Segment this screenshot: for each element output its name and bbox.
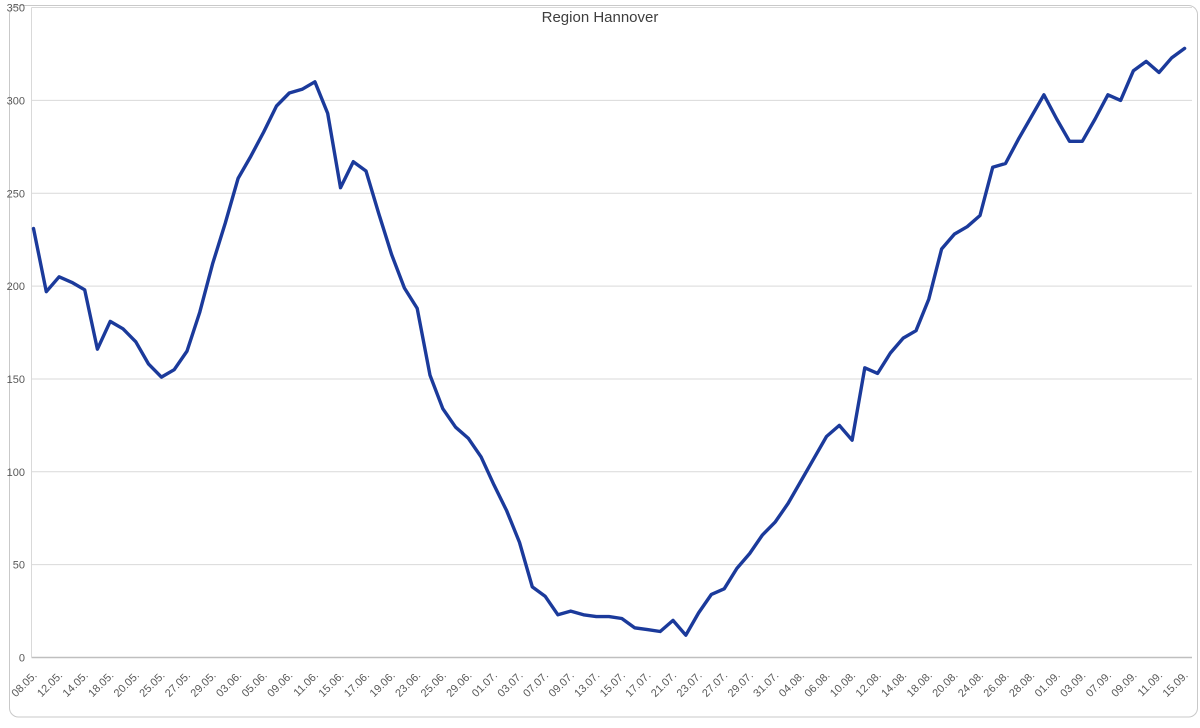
x-axis-tick-label: 12.08. — [854, 670, 884, 700]
x-axis-tick-label: 09.06. — [265, 670, 295, 700]
x-axis-tick-label: 29.07. — [726, 670, 756, 700]
x-axis-tick-label: 29.05. — [189, 670, 219, 700]
y-axis-tick-label: 100 — [7, 467, 25, 479]
x-axis-tick-label: 24.08. — [956, 670, 986, 700]
x-axis-tick-label: 10.08. — [828, 670, 858, 700]
y-axis-tick-label: 200 — [7, 281, 25, 293]
x-axis-tick-label: 15.06. — [316, 670, 346, 700]
y-axis-labels: 0 50 100 150 200 250 300 350 — [7, 3, 25, 665]
x-axis-tick-label: 26.08. — [982, 670, 1012, 700]
x-axis-tick-label: 03.09. — [1058, 670, 1088, 700]
x-axis-tick-label: 14.05. — [61, 670, 91, 700]
gridlines — [31, 7, 1192, 659]
x-axis-tick-label: 07.09. — [1084, 670, 1114, 700]
x-axis-tick-label: 29.06. — [444, 670, 474, 700]
x-axis-tick-label: 20.05. — [112, 670, 142, 700]
x-axis-tick-label: 11.06. — [291, 670, 321, 700]
y-axis-tick-label: 50 — [13, 560, 25, 572]
y-axis-tick-label: 0 — [19, 653, 25, 665]
x-axis-tick-label: 25.06. — [419, 670, 449, 700]
x-axis-tick-label: 17.07. — [623, 670, 653, 700]
x-axis-tick-label: 31.07. — [751, 670, 781, 700]
x-axis-tick-label: 08.05. — [10, 670, 40, 700]
y-axis-tick-label: 150 — [7, 374, 25, 386]
chart-frame-border — [9, 5, 1198, 718]
x-axis-tick-label: 05.06. — [240, 670, 270, 700]
y-axis-tick-label: 350 — [7, 3, 25, 15]
series-line — [31, 46, 1187, 637]
x-axis-tick-label: 04.08. — [777, 670, 807, 700]
x-axis-tick-label: 09.09. — [1109, 670, 1139, 700]
x-axis-tick-label: 23.06. — [393, 670, 423, 700]
x-axis-tick-label: 15.09. — [1161, 670, 1191, 700]
x-axis-tick-label: 12.05. — [35, 670, 65, 700]
x-axis-tick-label: 14.08. — [879, 670, 909, 700]
x-axis-tick-label: 21.07. — [649, 670, 679, 700]
x-axis-tick-label: 20.08. — [930, 670, 960, 700]
x-axis-tick-label: 06.08. — [802, 670, 832, 700]
x-axis-tick-label: 13.07. — [572, 670, 602, 700]
x-axis-tick-label: 11.09. — [1136, 670, 1166, 700]
x-axis-tick-label: 17.06. — [342, 670, 372, 700]
x-axis-tick-label: 28.08. — [1007, 670, 1037, 700]
x-axis-tick-label: 01.07. — [470, 670, 500, 700]
x-axis-tick-label: 03.07. — [496, 670, 526, 700]
x-axis-tick-label: 19.06. — [368, 670, 398, 700]
x-axis-tick-label: 23.07. — [675, 670, 705, 700]
x-axis-tick-label: 15.07. — [598, 670, 628, 700]
x-axis-tick-label: 27.07. — [700, 670, 730, 700]
x-axis-tick-label: 01.09. — [1033, 670, 1063, 700]
x-axis-tick-label: 18.05. — [86, 670, 116, 700]
x-axis-tick-label: 09.07. — [547, 670, 577, 700]
x-axis-tick-label: 27.05. — [163, 670, 193, 700]
x-axis-tick-label: 25.05. — [137, 670, 167, 700]
chart-title: Region Hannover — [542, 9, 659, 26]
y-axis-tick-label: 250 — [7, 188, 25, 200]
x-axis-labels: 08.05.12.05.14.05.18.05.20.05.25.05.27.0… — [10, 670, 1191, 700]
x-axis-tick-label: 18.08. — [905, 670, 935, 700]
x-axis-tick-label: 03.06. — [214, 670, 244, 700]
x-axis-tick-label: 07.07. — [521, 670, 551, 700]
y-axis-tick-label: 300 — [7, 95, 25, 107]
